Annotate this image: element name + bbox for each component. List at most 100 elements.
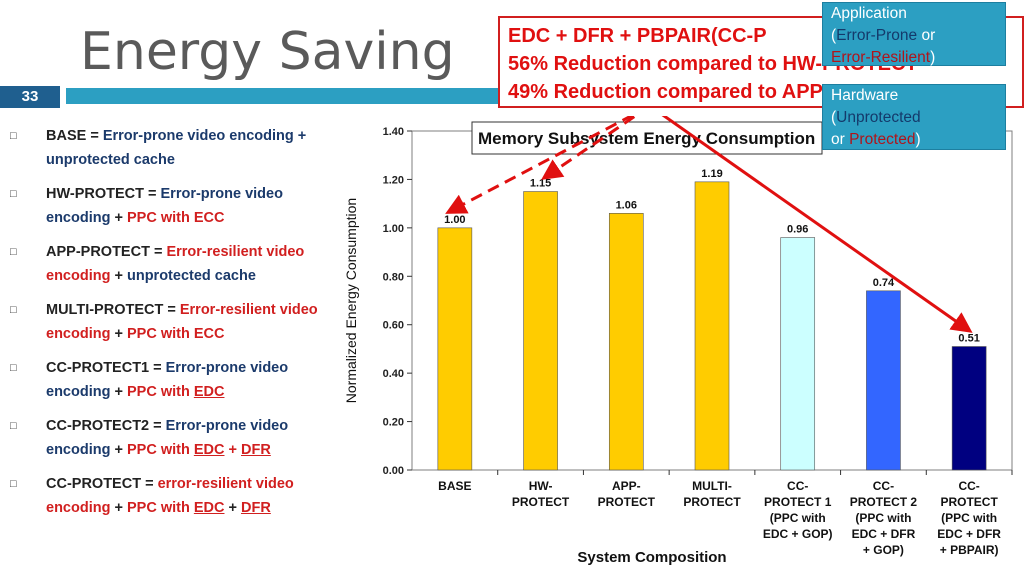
- x-category-label: (PPC with: [770, 511, 826, 525]
- application-tip-or: or: [917, 27, 936, 44]
- bullet-cc-protect: □ CC-PROTECT = error-resilient video enco…: [10, 472, 340, 520]
- y-tick-label: 1.20: [383, 174, 404, 186]
- bullet-text: error-resilient video encoding: [46, 476, 294, 516]
- bullet-text: +: [110, 442, 127, 458]
- bar-value-label: 1.15: [530, 178, 551, 190]
- x-category-label: + GOP): [863, 543, 904, 557]
- hardware-tip-open-paren: (: [831, 109, 837, 126]
- bullet-text: +: [224, 442, 242, 458]
- x-category-label: + PBPAIR): [940, 543, 999, 557]
- hardware-tip-box: Hardware (Unprotected or Protected): [822, 84, 1006, 150]
- solid-arrow-to-cc-protect: [661, 116, 973, 333]
- chart-title: Memory Subsystem Energy Consumption: [478, 129, 815, 148]
- bar-value-label: 1.00: [444, 214, 465, 226]
- x-category-label: PROTECT: [598, 495, 656, 509]
- x-category-label: EDC + GOP): [763, 527, 833, 541]
- y-tick-label: 0.60: [383, 320, 404, 332]
- bullet-marker-icon: □: [10, 362, 17, 374]
- bar-value-label: 0.74: [873, 277, 895, 289]
- bullet-marker-icon: □: [10, 304, 17, 316]
- x-category-label: PROTECT: [940, 495, 998, 509]
- bullet-app-protect: □ APP-PROTECT = Error-resilient video enc…: [10, 240, 340, 288]
- bullet-marker-icon: □: [10, 130, 17, 142]
- bullet-text: HW-PROTECT =: [46, 186, 161, 202]
- bullet-text: + unprotected cache: [46, 128, 307, 168]
- application-tip-title: Application: [831, 5, 907, 22]
- dashed-arrow-to-hw-protect: [541, 116, 638, 180]
- y-tick-label: 1.40: [383, 126, 404, 138]
- x-category-label: PROTECT 2: [850, 495, 918, 509]
- bullet-marker-icon: □: [10, 188, 17, 200]
- bar-value-label: 0.51: [958, 333, 979, 345]
- bullet-text: +: [110, 326, 127, 342]
- y-axis-label: Normalized Energy Consumption: [343, 198, 359, 403]
- hardware-tip-title: Hardware: [831, 87, 899, 104]
- bullet-text: PPC with: [126, 500, 194, 516]
- application-tip-error-prone: Error-Prone: [836, 27, 918, 44]
- bullet-text: PPC with ECC: [126, 210, 225, 226]
- hardware-tip-unprotected: Unprotected: [836, 109, 921, 126]
- bar-value-label: 1.19: [701, 168, 722, 180]
- y-tick-label: 0.00: [383, 465, 404, 477]
- x-category-label: BASE: [438, 479, 471, 493]
- hardware-tip-protected: Protected: [849, 131, 916, 148]
- bar: [437, 227, 473, 471]
- bullet-text: CC-PROTECT1 =: [46, 360, 166, 376]
- bullet-marker-icon: □: [10, 246, 17, 258]
- bar-value-label: 0.96: [787, 224, 808, 236]
- plot-area: 0.00 0.20 0.40 0.60 0.80 1.00 1.20 1.40 1.00 BASE…: [343, 121, 1013, 566]
- bar: [780, 237, 816, 471]
- bullet-text: EDC: [193, 442, 225, 458]
- x-category-label: PROTECT 1: [764, 495, 832, 509]
- application-tip-box: Application (Error-Prone or Error-Resili…: [822, 2, 1006, 66]
- bullet-multi-protect: □ MULTI-PROTECT = Error-resilient video e…: [10, 298, 340, 346]
- hardware-tip-close-paren: ): [915, 131, 921, 148]
- bar: [951, 346, 987, 471]
- x-category-label: (PPC with: [941, 511, 997, 525]
- application-tip-error-resilient: Error-Resilient: [831, 49, 931, 66]
- x-category-label: EDC + DFR: [852, 527, 916, 541]
- chart-title-box: [471, 121, 823, 155]
- bullet-text: Error-prone video encoding: [102, 128, 294, 144]
- definition-list: □ BASE = Error-prone video encoding + unp…: [10, 124, 340, 530]
- application-tip-open-paren: (: [831, 27, 837, 44]
- bullet-text: MULTI-PROTECT =: [46, 302, 180, 318]
- bar: [608, 213, 644, 471]
- bullet-text: DFR: [241, 500, 271, 516]
- bullet-text: Error-prone video encoding: [46, 418, 289, 458]
- bullet-text: APP-PROTECT =: [46, 244, 167, 260]
- y-tick-label: 0.40: [383, 368, 404, 380]
- bullet-text: unprotected cache: [126, 268, 256, 284]
- x-axis-label: System Composition: [577, 549, 726, 566]
- x-category-label: PROTECT: [683, 495, 741, 509]
- bullet-text: CC-PROTECT2 =: [46, 418, 166, 434]
- bullet-text: Error-resilient video encoding: [46, 244, 305, 284]
- callout-line-1: EDC + DFR + PBPAIR(CC-P: [508, 25, 767, 47]
- bullet-text: DFR: [241, 442, 271, 458]
- bullet-text: CC-PROTECT =: [46, 476, 158, 492]
- bar: [866, 290, 901, 471]
- bullet-cc-protect1: □ CC-PROTECT1 = Error-prone video encodin…: [10, 356, 340, 404]
- bullet-marker-icon: □: [10, 420, 17, 432]
- bullet-text: Error-prone video encoding: [46, 360, 289, 400]
- bullet-hw-protect: □ HW-PROTECT = Error-prone video encoding…: [10, 182, 340, 230]
- x-category-label: EDC + DFR: [937, 527, 1001, 541]
- bullet-text: +: [110, 268, 127, 284]
- energy-bar-chart: 0.00 0.20 0.40 0.60 0.80 1.00 1.20 1.40 1.00 BASE…: [343, 116, 1013, 566]
- x-category-label: MULTI-: [692, 479, 732, 493]
- bullet-text: PPC with: [126, 442, 194, 458]
- x-category-label: CC-: [958, 479, 979, 493]
- bullet-cc-protect2: □ CC-PROTECT2 = Error-prone video encodin…: [10, 414, 340, 462]
- slide-title: Energy Saving: [80, 22, 455, 82]
- y-tick-label: 1.00: [383, 223, 404, 235]
- y-tick-label: 0.80: [383, 271, 404, 283]
- bullet-text: +: [224, 500, 242, 516]
- bullet-text: +: [110, 500, 127, 516]
- bullet-text: PPC with ECC: [126, 326, 225, 342]
- bullet-marker-icon: □: [10, 478, 17, 490]
- x-category-label: CC-: [787, 479, 808, 493]
- x-category-label: APP-: [612, 479, 641, 493]
- bullet-text: Error-prone video encoding: [46, 186, 283, 226]
- annotation-arrows: [445, 116, 973, 333]
- bar-value-label: 1.06: [616, 199, 637, 211]
